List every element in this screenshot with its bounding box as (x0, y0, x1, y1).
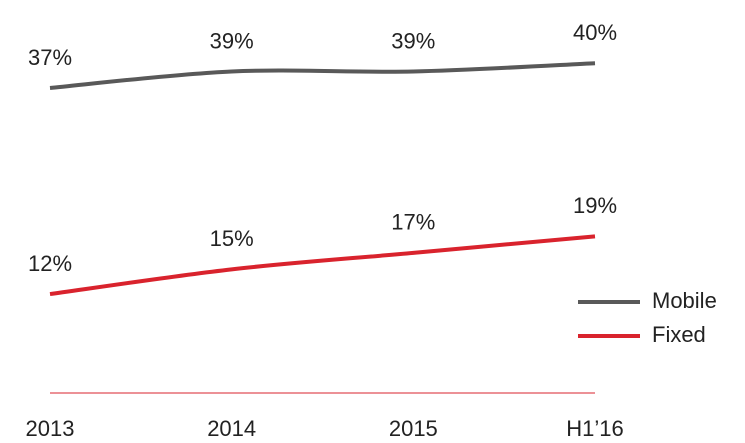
data-label: 12% (28, 251, 72, 276)
legend-label: Fixed (652, 322, 706, 347)
series-line (49, 234, 596, 297)
x-tick-label: H1’16 (566, 416, 623, 441)
data-label: 39% (391, 28, 435, 53)
data-label: 19% (573, 193, 617, 218)
legend-label: Mobile (652, 288, 717, 313)
data-label: 37% (28, 45, 72, 70)
x-tick-label: 2015 (389, 416, 438, 441)
data-label: 40% (573, 20, 617, 45)
data-label: 15% (210, 226, 254, 251)
x-tick-label: 2014 (207, 416, 256, 441)
data-label: 39% (210, 28, 254, 53)
series-line (49, 61, 596, 90)
data-label: 17% (391, 210, 435, 235)
x-tick-label: 2013 (26, 416, 75, 441)
